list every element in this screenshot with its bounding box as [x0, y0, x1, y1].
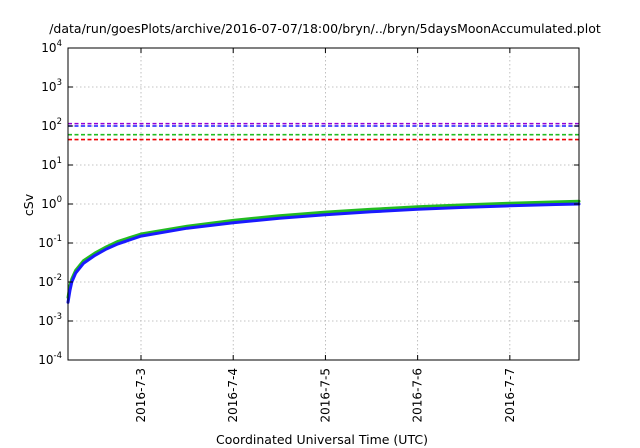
- y-axis-label: cSv: [21, 193, 36, 216]
- series-lines: [66, 199, 581, 304]
- series-line: [66, 202, 581, 304]
- y-tick-label: 101: [41, 156, 62, 172]
- y-tick-label: 10-2: [38, 273, 62, 289]
- y-tick-label: 102: [41, 117, 62, 133]
- x-tick-label: 2016-7-5: [318, 368, 332, 422]
- x-tick-label: 2016-7-3: [134, 368, 148, 422]
- plot-frame: [67, 47, 580, 361]
- y-tick-label: 100: [41, 195, 62, 211]
- x-axis-ticks: 2016-7-3 2016-7-4 2016-7-5 2016-7-6 2016-7-7: [134, 48, 517, 422]
- y-tick-label: 104: [41, 39, 62, 55]
- y-tick-label: 10-3: [38, 312, 62, 328]
- chart-title: /data/run/goesPlots/archive/2016-07-07/1…: [49, 21, 601, 36]
- y-tick-label: 10-4: [38, 351, 62, 367]
- x-tick-label: 2016-7-6: [411, 368, 425, 422]
- y-axis-ticks: 104 103 102 101 100 10-1 10-2 10-3 10-4: [38, 39, 579, 367]
- series-line: [66, 199, 581, 299]
- x-tick-label: 2016-7-4: [226, 368, 240, 422]
- y-tick-label: 103: [41, 78, 62, 94]
- x-axis-label: Coordinated Universal Time (UTC): [216, 432, 428, 447]
- y-tick-label: 10-1: [38, 234, 62, 250]
- threshold-lines: [68, 122, 579, 141]
- x-tick-label: 2016-7-7: [503, 368, 517, 422]
